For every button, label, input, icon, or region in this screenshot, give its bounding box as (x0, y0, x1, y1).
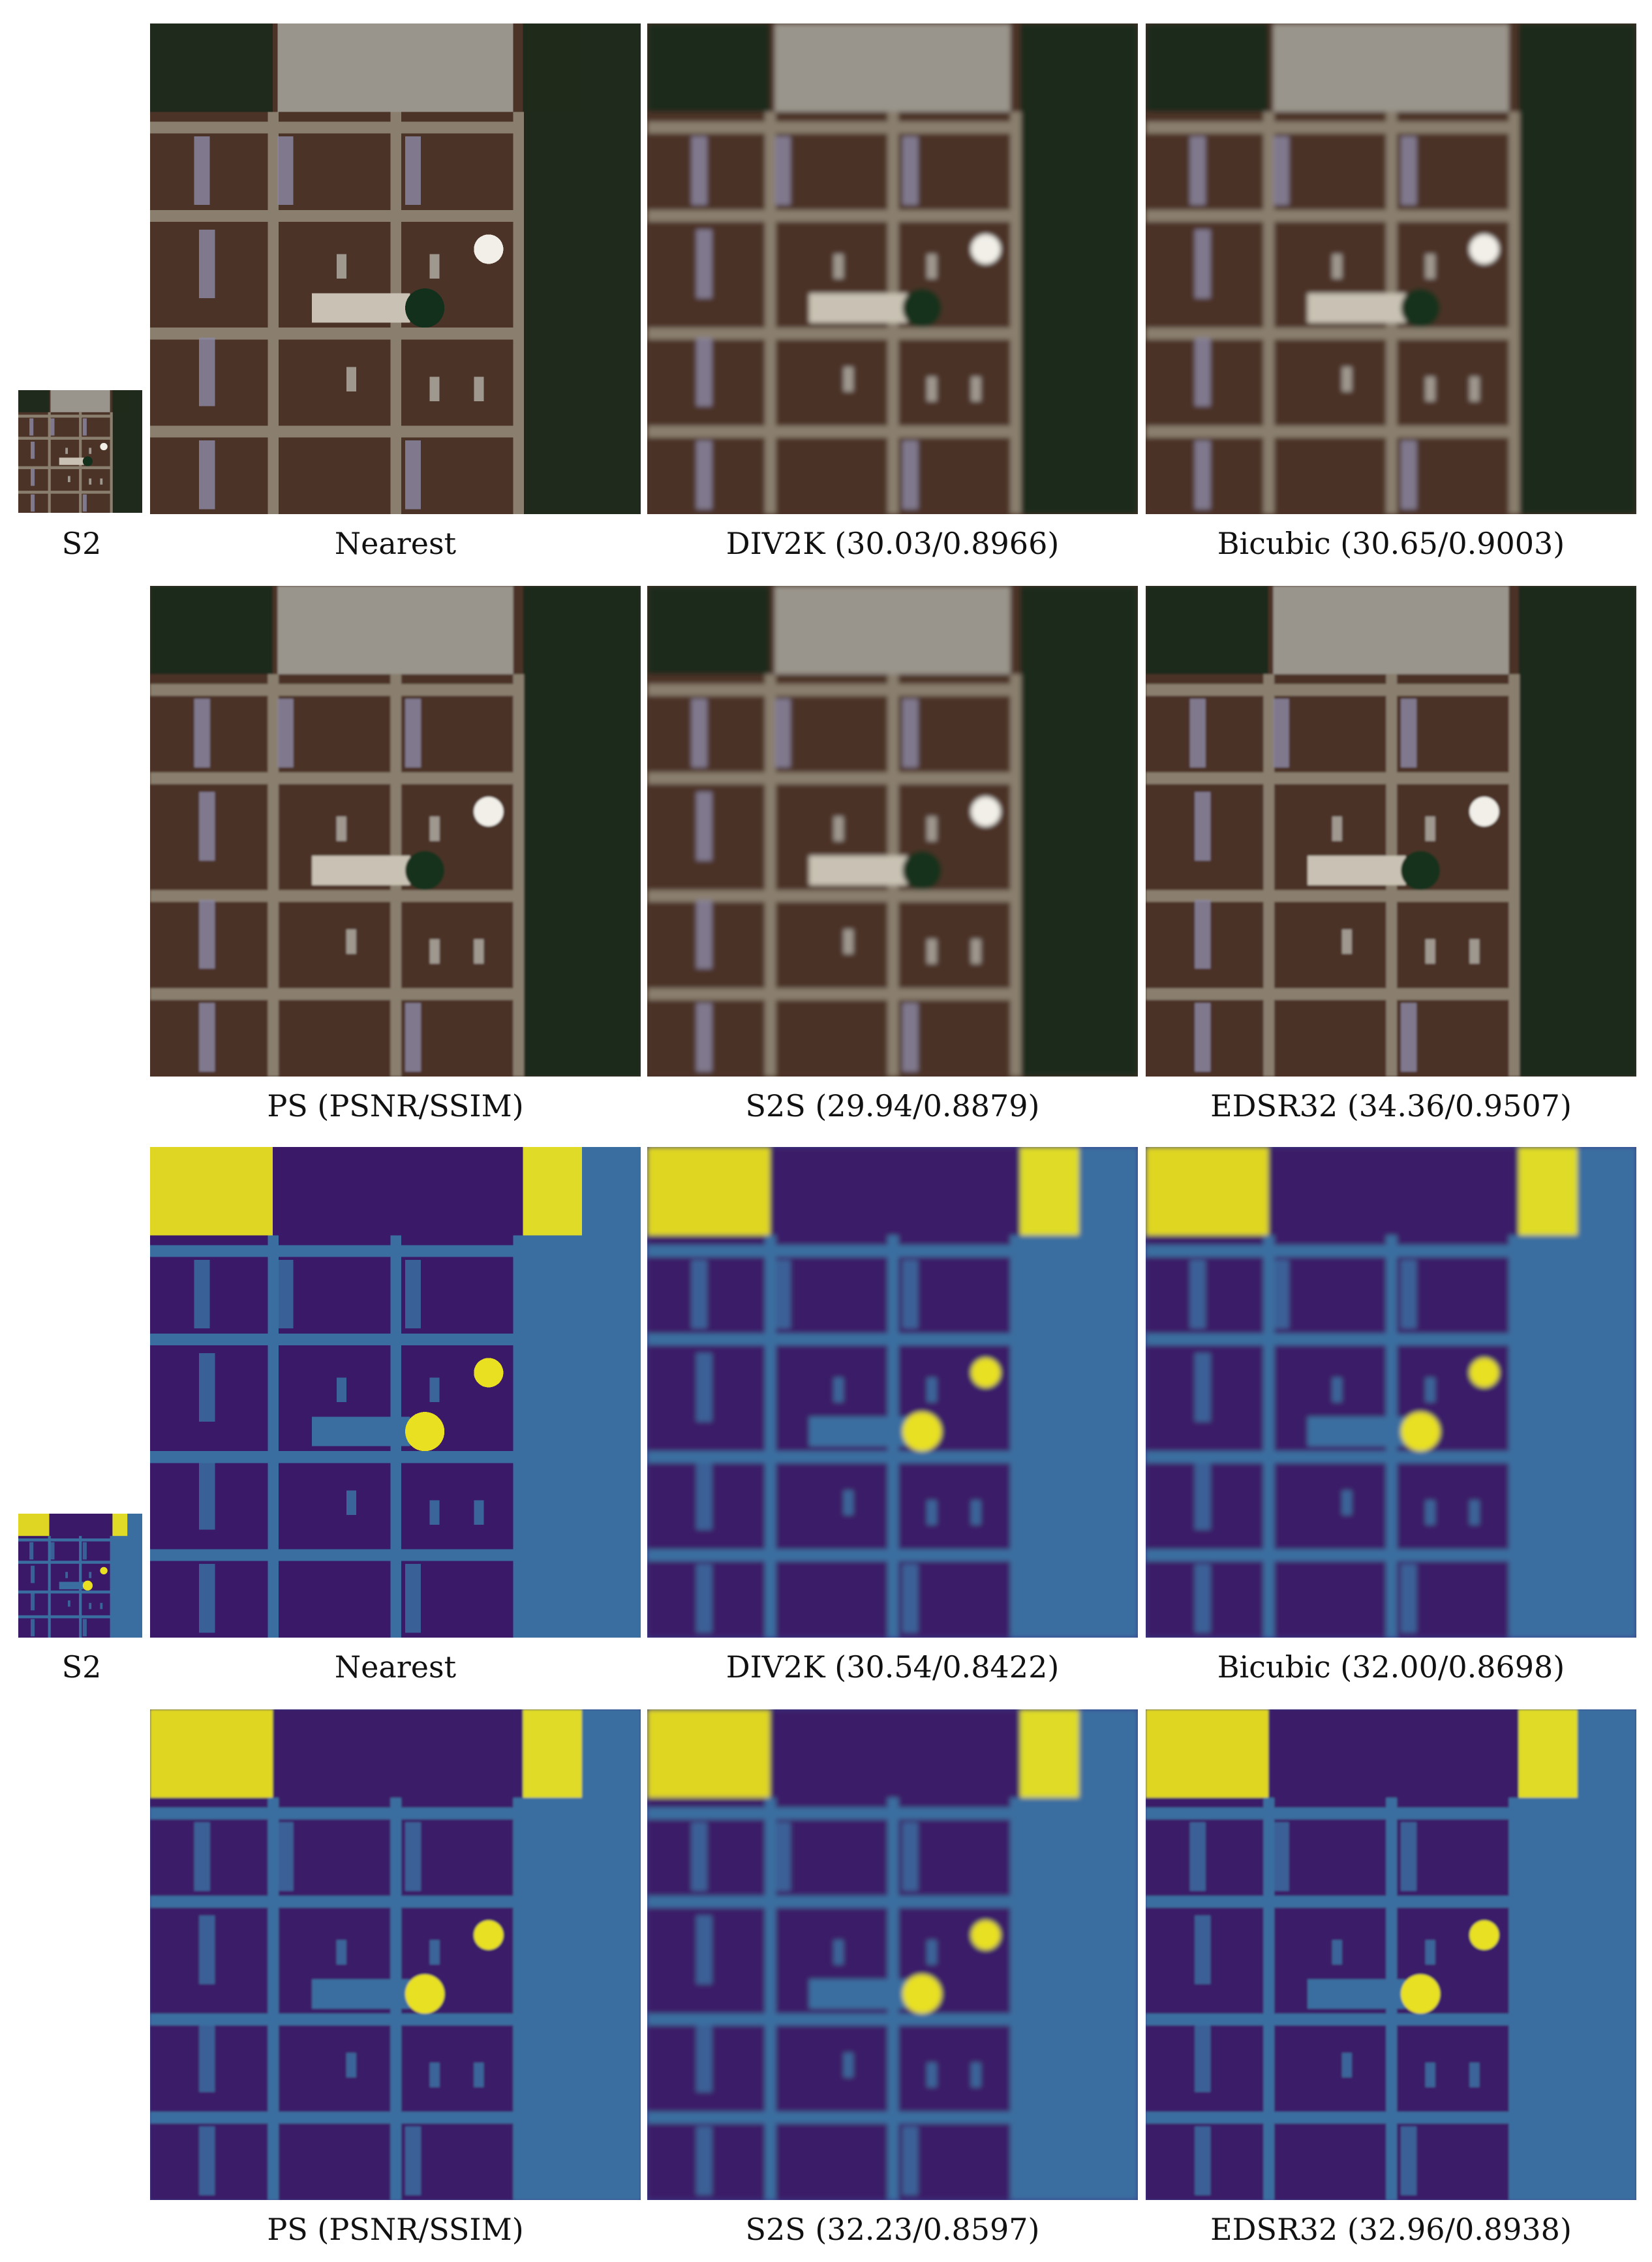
image-panel (647, 1147, 1138, 1638)
satellite-rgb-image (647, 586, 1138, 1077)
image-panel (1146, 586, 1636, 1077)
panel-caption: S2S (32.23/0.8597) (745, 2212, 1040, 2247)
thumbnail-caption: S2 (61, 526, 102, 561)
ndvi-map-image (647, 1147, 1138, 1638)
panel-caption: PS (PSNR/SSIM) (267, 1088, 524, 1123)
satellite-rgb-image (18, 390, 142, 513)
ndvi-map-image (647, 1709, 1138, 2200)
thumbnail-ndvi (18, 1514, 142, 1638)
ndvi-map-image (150, 1147, 641, 1638)
panel-caption: Nearest (334, 526, 457, 561)
image-panel (150, 23, 641, 514)
panel-caption: Nearest (334, 1649, 457, 1685)
thumbnail-rgb (18, 390, 142, 513)
satellite-rgb-image (1146, 586, 1636, 1077)
image-panel (150, 1709, 641, 2200)
image-panel (1146, 1147, 1636, 1638)
image-panel (1146, 1709, 1636, 2200)
ndvi-map-image (1146, 1709, 1636, 2200)
satellite-rgb-image (647, 23, 1138, 514)
panel-caption: Bicubic (30.65/0.9003) (1217, 526, 1565, 561)
panel-caption: EDSR32 (34.36/0.9507) (1210, 1088, 1572, 1123)
panel-caption: EDSR32 (32.96/0.8938) (1210, 2212, 1572, 2247)
image-panel (647, 23, 1138, 514)
ndvi-map-image (18, 1514, 142, 1638)
panel-caption: Bicubic (32.00/0.8698) (1217, 1649, 1565, 1685)
satellite-rgb-image (150, 23, 641, 514)
image-panel (150, 586, 641, 1077)
ndvi-map-image (150, 1709, 641, 2200)
image-panel (150, 1147, 641, 1638)
panel-caption: PS (PSNR/SSIM) (267, 2212, 524, 2247)
panel-caption: DIV2K (30.03/0.8966) (726, 526, 1060, 561)
image-panel (1146, 23, 1636, 514)
satellite-rgb-image (1146, 23, 1636, 514)
image-panel (647, 586, 1138, 1077)
thumbnail-caption: S2 (61, 1649, 102, 1685)
image-panel (647, 1709, 1138, 2200)
satellite-rgb-image (150, 586, 641, 1077)
ndvi-map-image (1146, 1147, 1636, 1638)
panel-caption: S2S (29.94/0.8879) (745, 1088, 1040, 1123)
panel-caption: DIV2K (30.54/0.8422) (726, 1649, 1060, 1685)
